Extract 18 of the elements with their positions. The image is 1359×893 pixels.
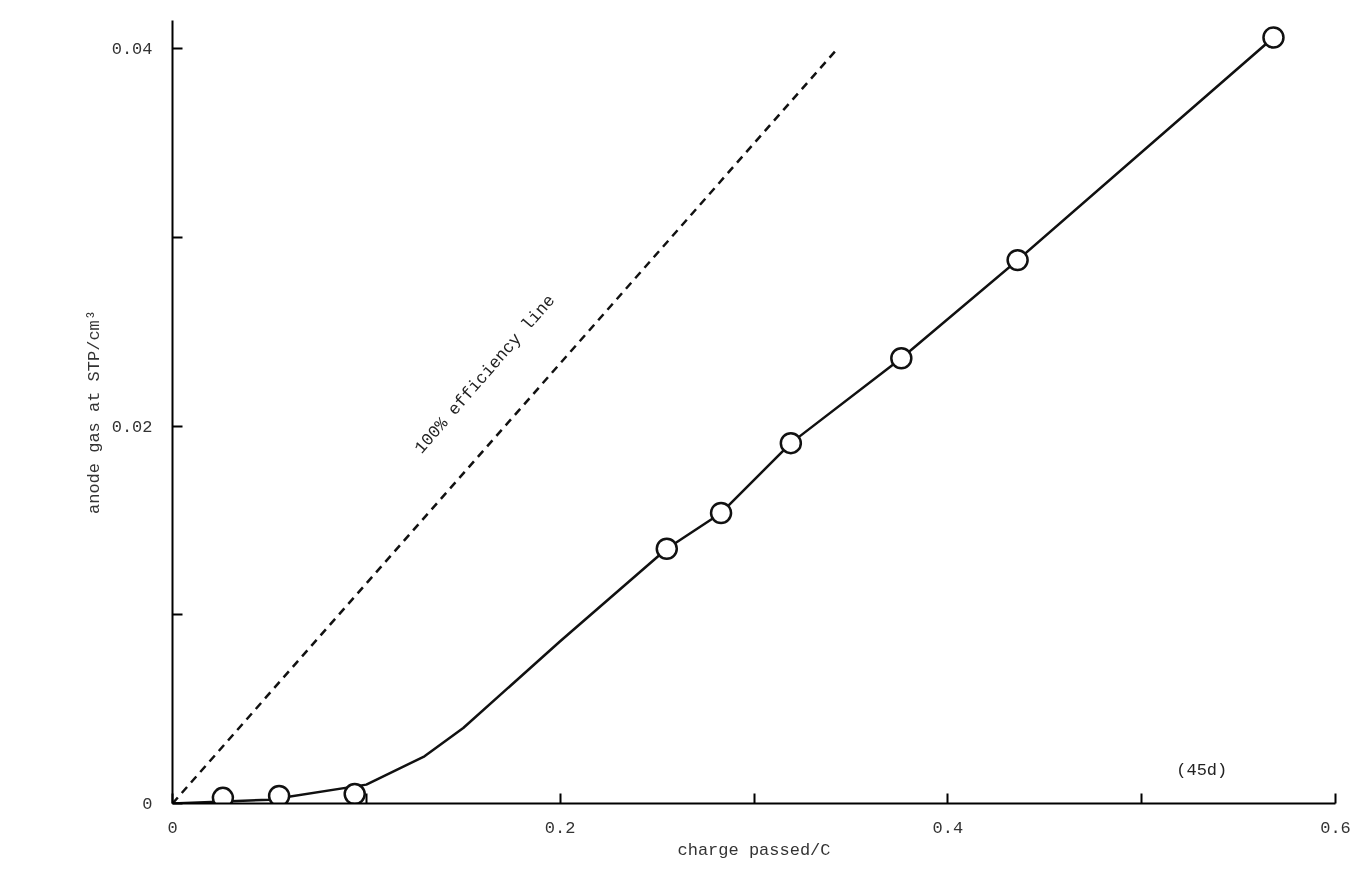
point: [1262, 26, 1285, 49]
y-tick-label: 0.04: [111, 40, 153, 60]
x-tick-label: 0.2: [544, 818, 576, 838]
x-tick-label: 0.6: [1320, 818, 1351, 838]
point: [343, 782, 366, 804]
x-tick-label: 0.4: [932, 818, 964, 838]
x-tick-label: 0: [167, 818, 178, 838]
point: [709, 501, 733, 525]
y-axis-title: anode gas at STP/cm³: [84, 309, 104, 515]
point: [267, 784, 291, 804]
point: [890, 347, 913, 370]
y-tick-label: 0.02: [111, 417, 153, 437]
point: [779, 431, 803, 455]
annotation: (45d): [1176, 761, 1228, 781]
point: [1006, 248, 1029, 272]
point: [655, 537, 679, 561]
x-axis-title: charge passed/C: [677, 840, 831, 860]
y-tick-label: 0: [142, 795, 153, 814]
